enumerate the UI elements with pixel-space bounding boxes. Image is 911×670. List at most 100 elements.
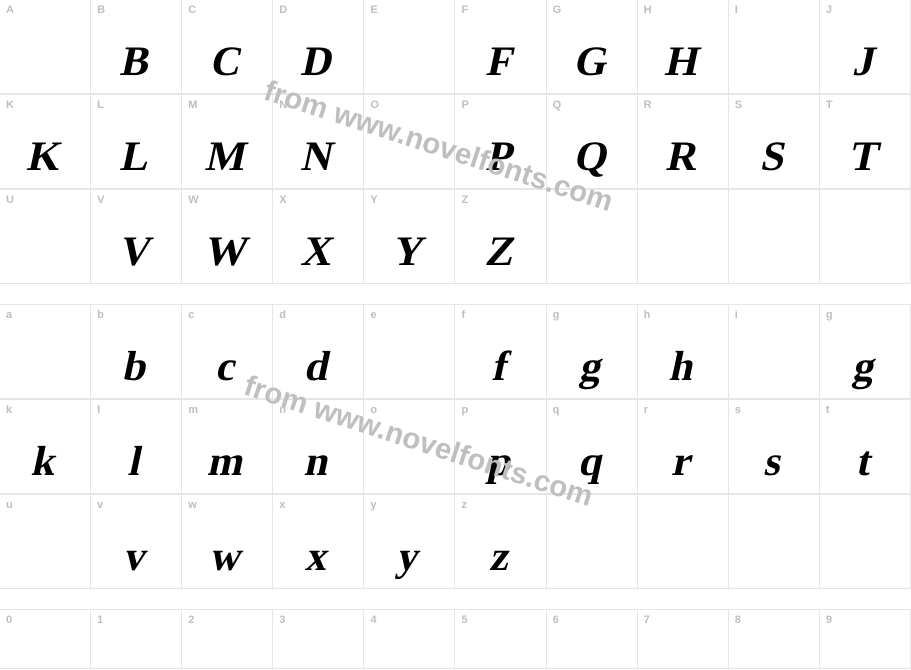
cell-key-label: 0	[6, 614, 12, 626]
charmap-cell: pp	[454, 399, 546, 494]
charmap-row: KKLLMMNNOPPQQRRSSTT	[0, 95, 911, 190]
charmap-cell: u	[0, 494, 91, 589]
charmap-cell: TT	[819, 94, 911, 189]
cell-key-label: 7	[644, 614, 650, 626]
charmap-cell: RR	[637, 94, 729, 189]
cell-key-label: n	[279, 404, 286, 416]
charmap-cell: A	[0, 0, 91, 94]
charmap-cell	[546, 494, 638, 589]
charmap-cell: 2	[181, 609, 273, 669]
cell-key-label: o	[370, 404, 377, 416]
charmap-cell: mm	[181, 399, 273, 494]
charmap-cell	[637, 494, 729, 589]
charmap-cell: 6	[546, 609, 638, 669]
charmap-cell: QQ	[546, 94, 638, 189]
cell-glyph: Q	[571, 136, 613, 178]
cell-key-label: g	[553, 309, 560, 321]
charmap-cell: ss	[728, 399, 820, 494]
cell-glyph: v	[121, 536, 151, 578]
cell-key-label: c	[188, 309, 194, 321]
cell-key-label: W	[188, 194, 198, 206]
charmap-cell: 1	[90, 609, 182, 669]
cell-glyph: F	[483, 41, 518, 83]
charmap-cell	[728, 189, 820, 284]
cell-glyph: R	[663, 136, 702, 178]
cell-key-label: y	[370, 499, 376, 511]
cell-key-label: t	[826, 404, 830, 416]
cell-glyph: W	[202, 231, 253, 273]
charmap-cell: kk	[0, 399, 91, 494]
charmap-cell: bb	[90, 304, 182, 399]
charmap-cell: PP	[454, 94, 546, 189]
cell-glyph: S	[758, 136, 790, 178]
cell-key-label: r	[644, 404, 648, 416]
charmap-cell: tt	[819, 399, 911, 494]
cell-glyph: D	[299, 41, 338, 83]
cell-key-label: X	[279, 194, 286, 206]
cell-glyph: p	[484, 441, 516, 483]
charmap-cell: zz	[454, 494, 546, 589]
cell-key-label: Q	[553, 99, 562, 111]
cell-glyph: g	[577, 346, 607, 388]
charmap-cell: YY	[363, 189, 455, 284]
cell-glyph: Z	[482, 231, 519, 273]
cell-glyph: Y	[390, 231, 429, 273]
cell-glyph: l	[126, 441, 147, 483]
cell-glyph: g	[850, 346, 880, 388]
cell-key-label: F	[461, 4, 468, 16]
cell-key-label: 2	[188, 614, 194, 626]
cell-glyph: r	[669, 441, 697, 483]
cell-glyph: C	[208, 41, 247, 83]
cell-key-label: 1	[97, 614, 103, 626]
charmap-cell: 5	[454, 609, 546, 669]
cell-glyph: M	[203, 136, 252, 178]
charmap-cell: ww	[181, 494, 273, 589]
cell-key-label: a	[6, 309, 12, 321]
charmap-cell: XX	[272, 189, 364, 284]
cell-key-label: g	[826, 309, 833, 321]
cell-key-label: 3	[279, 614, 285, 626]
cell-key-label: 9	[826, 614, 832, 626]
charmap-cell: I	[728, 0, 820, 94]
cell-glyph: f	[489, 346, 512, 388]
cell-key-label: S	[735, 99, 742, 111]
charmap-row	[0, 285, 911, 305]
cell-glyph: q	[575, 441, 607, 483]
cell-key-label: 5	[461, 614, 467, 626]
cell-key-label: E	[370, 4, 377, 16]
charmap-cell: WW	[181, 189, 273, 284]
charmap-cell: KK	[0, 94, 91, 189]
charmap-cell: yy	[363, 494, 455, 589]
charmap-cell: BB	[90, 0, 182, 94]
cell-key-label: z	[461, 499, 467, 511]
cell-glyph: n	[302, 441, 334, 483]
cell-key-label: f	[461, 309, 465, 321]
charmap-cell: ff	[454, 304, 546, 399]
cell-glyph: y	[394, 536, 424, 578]
charmap-cell: MM	[181, 94, 273, 189]
cell-key-label: J	[826, 4, 832, 16]
charmap-cell: VV	[90, 189, 182, 284]
charmap-cell: ZZ	[454, 189, 546, 284]
charmap-cell: DD	[272, 0, 364, 94]
charmap-cell: JJ	[819, 0, 911, 94]
cell-key-label: C	[188, 4, 196, 16]
cell-key-label: B	[97, 4, 105, 16]
charmap-cell	[728, 494, 820, 589]
cell-glyph: x	[303, 536, 333, 578]
cell-key-label: 6	[553, 614, 559, 626]
charmap-cell	[819, 189, 911, 284]
cell-key-label: O	[370, 99, 379, 111]
cell-key-label: M	[188, 99, 197, 111]
charmap-row: kkllmmnnoppqqrrsstt	[0, 400, 911, 495]
charmap-row: UVVWWXXYYZZ	[0, 190, 911, 285]
charmap-cell: rr	[637, 399, 729, 494]
cell-glyph: V	[117, 231, 156, 273]
cell-glyph: K	[24, 136, 66, 178]
cell-key-label: I	[735, 4, 738, 16]
cell-key-label: u	[6, 499, 13, 511]
cell-key-label: G	[553, 4, 562, 16]
cell-glyph: k	[29, 441, 61, 483]
cell-key-label: x	[279, 499, 285, 511]
cell-key-label: A	[6, 4, 14, 16]
